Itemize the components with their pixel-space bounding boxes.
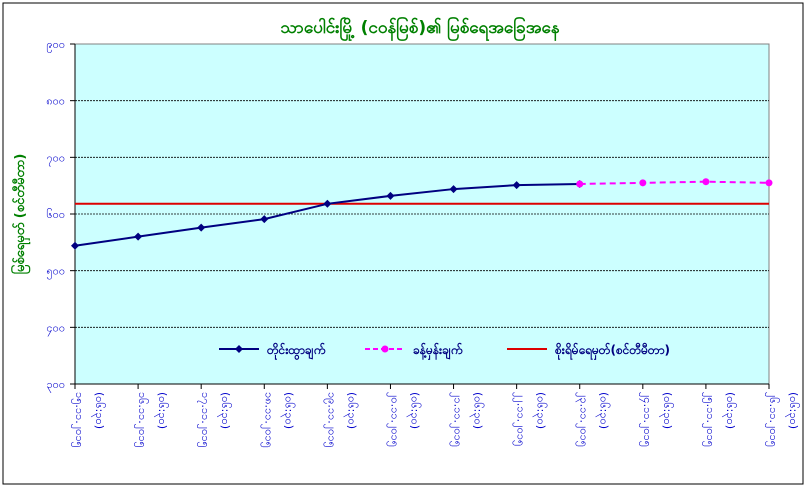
x-tick-date: ၂၃.၁၁.၂၀၁၅ [576, 392, 591, 447]
forecast-point [765, 179, 773, 187]
x-tick-label: ၂၂.၁၁.၂၀၁၅ (၀၆:၃၀) [513, 392, 548, 446]
forecast-point [576, 180, 584, 188]
legend-label: တိုင်းထွာချက် [266, 341, 326, 361]
x-tick-label: ၂၁.၁၁.၂၀၁၅ (၀၆:၃၀) [450, 392, 485, 447]
x-tick-label: ၂၅.၁၁.၂၀၁၅ (၀၆:၃၀) [702, 392, 737, 447]
observed-point [323, 199, 332, 208]
x-tick-date: ၁၉.၁၁.၂၀၁၅ [323, 392, 338, 448]
x-tick-time: (၀၆:၃၀) [470, 392, 485, 429]
x-tick-label: ၂၆.၁၁.၂၀၁၅ (၀၆:၃၀) [765, 392, 800, 447]
y-tick-label: ၃၀၀ [46, 378, 65, 393]
x-tick-date: ၁၅.၁၁.၂၀၁၅ [71, 392, 86, 448]
observed-point [449, 185, 458, 194]
x-tick-label: ၁၈.၁၁.၂၀၁၅ (၀၆:၃၀) [260, 392, 295, 448]
x-tick-date: ၂၂.၁၁.၂၀၁၅ [513, 392, 528, 446]
x-tick-time: (၀၆:၃၀) [217, 392, 232, 429]
x-tick-time: (၀၆:၃၀) [91, 392, 106, 429]
x-tick-label: ၁၅.၁၁.၂၀၁၅ (၀၆:၃၀) [71, 392, 106, 448]
x-tick-date: ၁၈.၁၁.၂၀၁၅ [260, 392, 275, 448]
x-tick-date: ၁၇.၁၁.၂၀၁၅ [197, 392, 212, 448]
observed-point [197, 223, 206, 232]
legend-marker [235, 345, 243, 353]
x-tick-date: ၂၄.၁၁.၂၀၁၅ [639, 392, 654, 447]
observed-point [134, 232, 143, 241]
y-tick-label: ၉၀၀ [46, 38, 65, 53]
x-tick-label: ၂၄.၁၁.၂၀၁၅ (၀၆:၃၀) [639, 392, 674, 447]
y-tick-label: ၈၀၀ [46, 95, 65, 108]
legend-label: စိုးရိမ်ရေမှတ်(စင်တီမီတာ) [554, 341, 670, 361]
chart-title: သာပေါင်းမြို့ (ငဝန်မြစ်)၏ မြစ်ရေအခြေအနေ [280, 15, 560, 42]
x-tick-time: (၀၆:၃၀) [406, 392, 421, 429]
observed-point [71, 241, 79, 250]
x-tick-date: ၂၆.၁၁.၂၀၁၅ [765, 392, 780, 447]
x-tick-time: (၀၆:၃၀) [343, 392, 358, 429]
forecast-line [579, 180, 770, 185]
y-tick-label: ၄၀၀ [46, 321, 65, 336]
x-tick-time: (၀၆:၃၀) [785, 392, 800, 429]
x-tick-label: ၂၃.၁၁.၂၀၁၅ (၀၆:၃၀) [576, 392, 611, 447]
y-axis-label: မြစ်ရေမှတ် (စင်တီမီတာ) [10, 154, 31, 275]
x-tick-time: (၀၆:၃၀) [280, 392, 295, 429]
x-tick-time: (၀၆:၃၀) [154, 392, 169, 429]
x-tick-label: ၁၉.၁၁.၂၀၁၅ (၀၆:၃၀) [323, 392, 358, 448]
observed-point [260, 215, 269, 224]
x-tick-label: ၁၆.၁၁.၂၀၁၅ (၀၆:၃၀) [134, 392, 169, 448]
legend-label: ခန့်မှန်းချက် [413, 341, 463, 361]
legend-marker [381, 345, 389, 353]
observed-point [386, 191, 395, 200]
forecast-point [702, 178, 710, 186]
x-tick-label: ၂၀.၁၁.၂၀၁၅ (၀၆:၃၀) [386, 392, 421, 447]
y-tick-label: ၅၀၀ [46, 265, 65, 280]
observed-point [512, 181, 521, 190]
forecast-point [639, 179, 647, 187]
x-tick-date: ၂၅.၁၁.၂၀၁၅ [702, 392, 717, 447]
x-tick-label: ၁၇.၁၁.၂၀၁၅ (၀၆:၃၀) [197, 392, 232, 448]
x-tick-date: ၂၁.၁၁.၂၀၁၅ [450, 392, 465, 447]
y-tick-label: ၆၀၀ [46, 208, 65, 221]
x-tick-time: (၀၆:၃၀) [722, 392, 737, 429]
x-tick-date: ၂၀.၁၁.၂၀၁၅ [386, 392, 401, 447]
x-tick-time: (၀၆:၃၀) [659, 392, 674, 429]
y-tick-label: ၇၀၀ [46, 151, 65, 166]
x-tick-time: (၀၆:၃၀) [596, 392, 611, 429]
x-tick-date: ၁၆.၁၁.၂၀၁၅ [134, 392, 149, 448]
x-tick-time: (၀၆:၃၀) [533, 392, 548, 429]
